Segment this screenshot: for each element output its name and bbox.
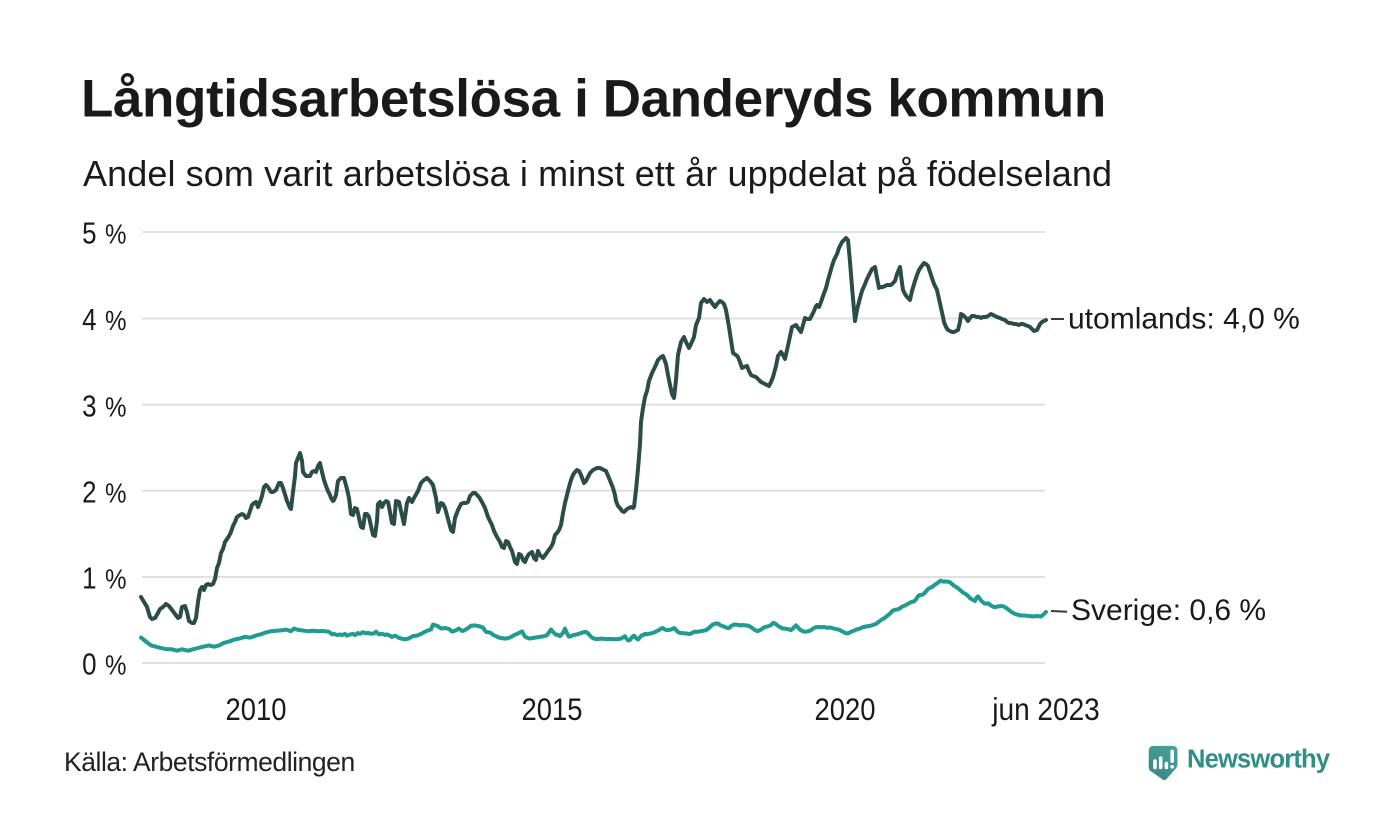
svg-text:Andel som varit arbetslösa i m: Andel som varit arbetslösa i minst ett å… [83,153,1112,194]
svg-text:2015: 2015 [522,692,583,727]
svg-text:utomlands: 4,0 %: utomlands: 4,0 % [1068,303,1300,336]
svg-text:%: % [105,479,127,509]
svg-text:5: 5 [82,216,96,250]
svg-text:%: % [105,307,127,337]
svg-text:%: % [105,565,127,595]
svg-text:jun 2023: jun 2023 [991,693,1099,728]
svg-text:0: 0 [82,647,96,681]
svg-text:%: % [105,220,127,250]
svg-text:Långtidsarbetslösa i Danderyds: Långtidsarbetslösa i Danderyds kommun [81,70,1106,129]
svg-text:2020: 2020 [815,692,876,727]
svg-text:Källa: Arbetsförmedlingen: Källa: Arbetsförmedlingen [64,747,355,777]
svg-text:2010: 2010 [226,692,287,727]
svg-text:%: % [105,651,127,681]
svg-text:Sverige: 0,6 %: Sverige: 0,6 % [1071,594,1266,627]
svg-text:3: 3 [82,388,96,422]
svg-text:Newsworthy: Newsworthy [1187,746,1331,774]
svg-text:%: % [105,393,127,423]
svg-text:1: 1 [82,561,96,595]
svg-text:4: 4 [82,302,96,336]
svg-text:2: 2 [82,474,96,508]
